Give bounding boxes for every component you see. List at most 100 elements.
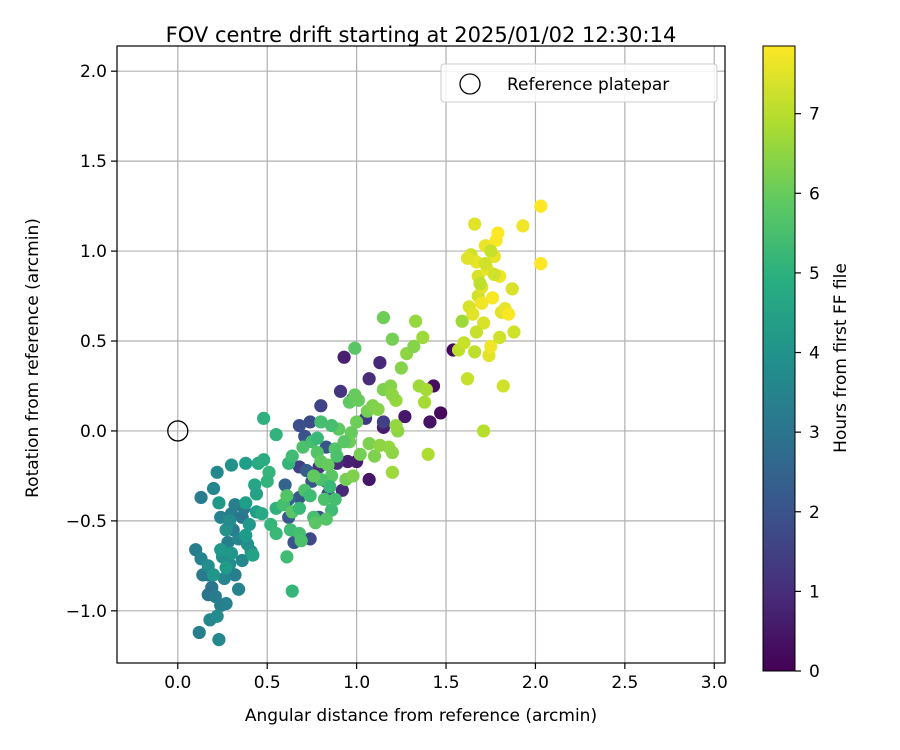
scatter-point bbox=[294, 534, 308, 548]
scatter-point bbox=[367, 449, 382, 463]
y-tick-label: 0.0 bbox=[80, 422, 107, 442]
colorbar-gradient bbox=[762, 45, 796, 672]
scatter-point bbox=[214, 543, 228, 557]
x-tick-label: 2.0 bbox=[522, 673, 549, 693]
colorbar-ticks: 0 1 2 3 4 5 6 7 bbox=[795, 105, 820, 682]
scatter-point bbox=[210, 465, 224, 479]
scatter-point bbox=[419, 382, 433, 397]
scatter-point bbox=[385, 332, 399, 346]
x-tick-label: 0.0 bbox=[164, 673, 191, 693]
scatter-point bbox=[350, 415, 364, 429]
x-tick-label: 0.5 bbox=[254, 673, 281, 693]
scatter-point bbox=[219, 597, 233, 611]
scatter-point bbox=[292, 501, 306, 515]
scatter-point bbox=[371, 402, 385, 416]
scatter-point bbox=[394, 361, 408, 375]
scatter-point bbox=[341, 454, 355, 469]
legend: Reference platepar bbox=[440, 63, 718, 103]
scatter-point bbox=[333, 384, 348, 398]
scatter-point bbox=[373, 355, 387, 370]
scatter-point bbox=[484, 244, 498, 258]
scatter-point bbox=[505, 282, 519, 296]
scatter-point bbox=[487, 267, 501, 282]
scatter-point bbox=[330, 449, 344, 463]
scatter-point bbox=[223, 514, 237, 528]
colorbar: 0 1 2 3 4 5 6 7 Hours from first FF file bbox=[762, 45, 851, 682]
scatter-point bbox=[468, 217, 482, 231]
scatter-point bbox=[308, 516, 323, 530]
plot-frame bbox=[116, 45, 726, 664]
scatter-point bbox=[485, 291, 500, 305]
scatter-point bbox=[228, 568, 242, 582]
y-tick-label: 1.0 bbox=[80, 242, 107, 262]
scatter-point bbox=[303, 415, 317, 429]
scatter-point bbox=[307, 469, 321, 483]
scatter-point bbox=[269, 427, 283, 442]
scatter-point bbox=[194, 490, 208, 505]
scatter-point bbox=[280, 489, 294, 503]
scatter-point bbox=[416, 330, 430, 345]
scatter-point bbox=[398, 409, 412, 424]
scatter-point bbox=[303, 489, 317, 503]
scatter-point bbox=[407, 339, 421, 354]
scatter-point bbox=[502, 307, 516, 321]
scatter-point bbox=[351, 393, 366, 407]
scatter-point bbox=[496, 379, 510, 393]
scatter-point bbox=[385, 465, 399, 479]
scatter-point bbox=[362, 472, 376, 487]
scatter-point bbox=[417, 395, 432, 409]
scatter-point bbox=[235, 553, 249, 568]
scatter-point bbox=[423, 415, 437, 429]
scatter-point bbox=[314, 399, 328, 413]
scatter-point bbox=[260, 474, 274, 488]
scatter-point bbox=[285, 584, 299, 598]
scatter-point bbox=[478, 257, 492, 271]
scatter-point bbox=[457, 336, 471, 350]
scatter-point bbox=[385, 445, 399, 460]
x-tick-label: 3.0 bbox=[701, 673, 728, 693]
colorbar-tick-label: 6 bbox=[809, 184, 820, 204]
y-tick-label: −0.5 bbox=[66, 512, 107, 532]
scatter-point bbox=[212, 496, 226, 510]
x-axis-ticks: 0.0 0.5 1.0 1.5 2.0 2.5 3.0 bbox=[164, 663, 728, 693]
y-axis-ticks: −1.0 −0.5 0.0 0.5 1.0 1.5 2.0 bbox=[66, 62, 117, 622]
scatter-point bbox=[475, 296, 489, 310]
scatter-point bbox=[206, 568, 221, 582]
scatter-point bbox=[246, 548, 260, 562]
scatter-point bbox=[507, 325, 521, 339]
scatter-point bbox=[212, 633, 226, 647]
scatter-point bbox=[353, 447, 367, 461]
colorbar-tick-label: 2 bbox=[809, 503, 820, 523]
colorbar-label: Hours from first FF file bbox=[831, 263, 851, 453]
scatter-point bbox=[476, 316, 491, 330]
reference-marker bbox=[167, 420, 189, 442]
scatter-point bbox=[348, 341, 362, 355]
x-tick-label: 2.5 bbox=[611, 673, 638, 693]
scatter-point bbox=[434, 406, 448, 420]
colorbar-tick-label: 3 bbox=[809, 423, 820, 443]
scatter-point bbox=[409, 314, 423, 328]
scatter-point bbox=[335, 483, 349, 497]
scatter-point bbox=[466, 307, 480, 321]
colorbar-tick-label: 7 bbox=[809, 105, 820, 125]
scatter-point bbox=[534, 199, 548, 213]
scatter-point bbox=[280, 550, 294, 564]
colorbar-tick-label: 5 bbox=[809, 264, 820, 284]
reference-point bbox=[167, 420, 189, 442]
scatter-point bbox=[468, 345, 482, 359]
x-axis-label: Angular distance from reference (arcmin) bbox=[245, 706, 597, 726]
y-tick-label: −1.0 bbox=[66, 602, 107, 622]
scatter-point bbox=[460, 251, 475, 265]
scatter-point bbox=[476, 424, 491, 438]
scatter-point bbox=[362, 436, 376, 451]
scatter-point bbox=[248, 478, 262, 492]
scatter-point bbox=[484, 339, 498, 354]
scatter-point bbox=[224, 546, 239, 560]
colorbar-tick-label: 4 bbox=[809, 344, 820, 364]
scatter-point bbox=[323, 480, 337, 494]
scatter-point bbox=[324, 418, 339, 433]
scatter-point bbox=[317, 492, 332, 506]
chart-title: FOV centre drift starting at 2025/01/02 … bbox=[166, 23, 677, 47]
scatter-point bbox=[516, 219, 530, 233]
